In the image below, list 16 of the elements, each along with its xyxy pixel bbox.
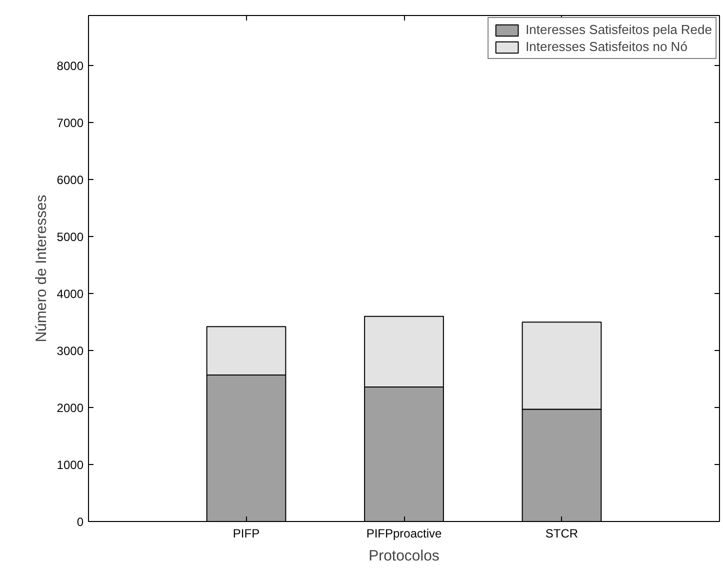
legend-label: Interesses Satisfeitos pela Rede — [526, 22, 712, 37]
y-tick-label: 4000 — [56, 287, 84, 302]
x-tick-label: PIFP — [232, 526, 260, 540]
x-tick-label: STCR — [545, 526, 578, 540]
y-tick-label: 8000 — [56, 59, 84, 74]
y-tick-label: 6000 — [56, 173, 84, 188]
y-tick-label: 0 — [76, 515, 84, 529]
x-axis-title: Protocolos — [368, 548, 440, 564]
y-tick-label: 7000 — [56, 116, 84, 130]
y-tick-label: 5000 — [56, 230, 84, 244]
y-axis-title: Número de Interesses — [32, 194, 50, 342]
y-tick-label: 3000 — [56, 344, 84, 358]
legend-label: Interesses Satisfeitos no Nó — [526, 39, 688, 54]
x-tick-label: PIFPproactive — [366, 526, 442, 540]
y-tick-label: 2000 — [56, 401, 84, 416]
y-tick-label: 1000 — [56, 458, 84, 472]
